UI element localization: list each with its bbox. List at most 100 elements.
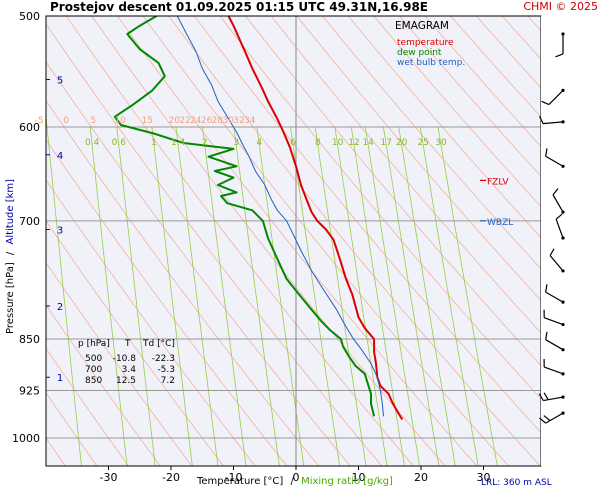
pressure-tick-label: 600 bbox=[19, 121, 40, 134]
wind-barb bbox=[539, 116, 565, 125]
mixing-ratio-label: 1.4 bbox=[171, 138, 186, 148]
mixing-ratio-label: 25 bbox=[417, 138, 428, 148]
wind-barb-flag bbox=[545, 331, 548, 340]
wind-barb-flag bbox=[552, 188, 559, 196]
table-cell: -10.8 bbox=[113, 354, 137, 364]
lrl-label: LRL: 360 m ASL bbox=[481, 478, 552, 488]
dry-adiabat bbox=[373, 16, 541, 208]
temperature-tick-label: -30 bbox=[100, 471, 118, 484]
wind-barb-staff bbox=[549, 255, 564, 272]
table-cell: 3.4 bbox=[122, 365, 137, 375]
wind-barb-staff bbox=[545, 412, 564, 424]
wind-barb-flag bbox=[543, 415, 551, 422]
wind-barb-flag bbox=[539, 417, 547, 424]
wind-barb-staff bbox=[543, 396, 564, 402]
wind-barb-staff bbox=[548, 89, 564, 105]
wind-barb bbox=[545, 284, 565, 304]
mixing-ratio-line bbox=[116, 126, 156, 466]
temperature-tick-label: -20 bbox=[162, 471, 180, 484]
pressure-tick-label: 1000 bbox=[12, 432, 40, 445]
mixing-ratio-line bbox=[314, 126, 367, 466]
pressure-tick-label: 700 bbox=[19, 215, 40, 228]
mixing-ratio-label: 0.6 bbox=[112, 138, 127, 148]
wind-barb-staff bbox=[544, 317, 564, 326]
wind-barb-staff bbox=[543, 121, 564, 125]
dry-adiabat bbox=[46, 220, 225, 466]
mixing-ratio-line bbox=[334, 126, 388, 466]
isotherm-label: 28 bbox=[212, 116, 224, 126]
table-header-t: T bbox=[124, 339, 131, 349]
dry-adiabat bbox=[168, 16, 541, 466]
series-line bbox=[113, 16, 376, 417]
copyright: CHMI © 2025 bbox=[523, 0, 598, 13]
mixing-ratio-label: 8 bbox=[315, 138, 321, 148]
dry-adiabat bbox=[0, 0, 3, 468]
wind-barb bbox=[541, 88, 565, 106]
mixing-ratio-line bbox=[290, 126, 341, 466]
isotherm-label: 10 bbox=[114, 116, 126, 126]
isotherm-label: 26 bbox=[201, 116, 213, 126]
temperature-tick-label: -10 bbox=[225, 471, 243, 484]
mixing-ratio-labels: 0.4 0.6 1 1.4 2 3 4 6 8 10 12 14 17 20 25 30 bbox=[85, 138, 447, 148]
isotherm-label: 30 bbox=[222, 116, 234, 126]
dry-adiabat bbox=[117, 16, 478, 466]
dry-adiabat bbox=[46, 179, 256, 466]
altitude-tick-label: 4 bbox=[57, 151, 63, 162]
wind-barb-flag bbox=[555, 213, 563, 220]
wind-strip bbox=[541, 16, 598, 466]
wind-barb bbox=[549, 248, 565, 273]
table-cell: -22.3 bbox=[152, 354, 175, 364]
pressure-tick-label: 925 bbox=[19, 385, 40, 398]
isotherm-label: 0 bbox=[63, 116, 69, 126]
wind-barb-flag bbox=[545, 284, 548, 293]
wind-barb-staff bbox=[552, 194, 564, 213]
legend: EMAGRAM temperature dew point wet bulb t… bbox=[395, 20, 465, 68]
wind-barb bbox=[543, 309, 565, 327]
dry-adiabat bbox=[46, 347, 130, 466]
mixing-ratio-label: 3 bbox=[233, 138, 239, 148]
mixing-ratio-label: 17 bbox=[381, 138, 392, 148]
mixing-ratio-line bbox=[350, 126, 405, 466]
mixing-ratio-lines bbox=[46, 112, 498, 466]
legend-wet-bulb: wet bulb temp. bbox=[397, 58, 465, 68]
isotherm-label: -5 bbox=[35, 116, 44, 126]
dry-adiabat bbox=[193, 16, 541, 434]
mixing-ratio-line bbox=[419, 126, 479, 466]
mixing-ratio-label: 1 bbox=[151, 138, 157, 148]
temperature-tick-label: 20 bbox=[414, 471, 428, 484]
temperature-tick-label: 10 bbox=[352, 471, 366, 484]
profile-series bbox=[113, 16, 404, 421]
dry-adiabat bbox=[270, 16, 541, 334]
wind-barb-staff bbox=[545, 155, 564, 167]
mixing-ratio-line bbox=[437, 126, 498, 466]
x-axis-label: Temperature [°C] / Mixing ratio [g/kg] bbox=[196, 476, 393, 487]
isotherm-label: 34 bbox=[244, 116, 256, 126]
wind-barb bbox=[555, 32, 565, 58]
dry-adiabat bbox=[46, 261, 193, 466]
table-cell: 7.2 bbox=[161, 376, 175, 386]
dry-adiabat bbox=[46, 23, 383, 466]
dry-adiabat bbox=[65, 16, 414, 466]
level-label: WBZL bbox=[487, 218, 513, 228]
temperature-tick-label: 30 bbox=[477, 471, 491, 484]
isotherm-label: 5 bbox=[90, 116, 96, 126]
table-header-p: p [hPa] bbox=[78, 339, 110, 349]
mixing-ratio-line bbox=[398, 126, 456, 466]
table-cell: 500 bbox=[85, 354, 102, 364]
legend-title: EMAGRAM bbox=[395, 20, 449, 32]
wind-barb-flag bbox=[555, 53, 564, 58]
level-markers: FZLV WBZL bbox=[480, 177, 513, 228]
wind-barb-staff bbox=[545, 339, 564, 351]
mixing-ratio-line bbox=[202, 126, 247, 466]
mixing-ratio-line bbox=[175, 126, 219, 466]
wind-barb bbox=[543, 359, 565, 376]
dry-adiabat bbox=[347, 16, 541, 239]
pressure-grid bbox=[46, 126, 541, 439]
altitude-tick-label: 5 bbox=[57, 76, 63, 87]
data-table: p [hPa] T Td [°C] 500 -10.8 -22.3 700 3.4 -5.… bbox=[78, 339, 175, 386]
mixing-ratio-line bbox=[151, 126, 193, 466]
wind-barb bbox=[545, 331, 565, 352]
chart-title: Prostejov descent 01.09.2025 01:15 UTC 4… bbox=[50, 0, 429, 14]
dry-adiabat bbox=[399, 16, 541, 177]
dry-adiabat bbox=[296, 16, 541, 302]
